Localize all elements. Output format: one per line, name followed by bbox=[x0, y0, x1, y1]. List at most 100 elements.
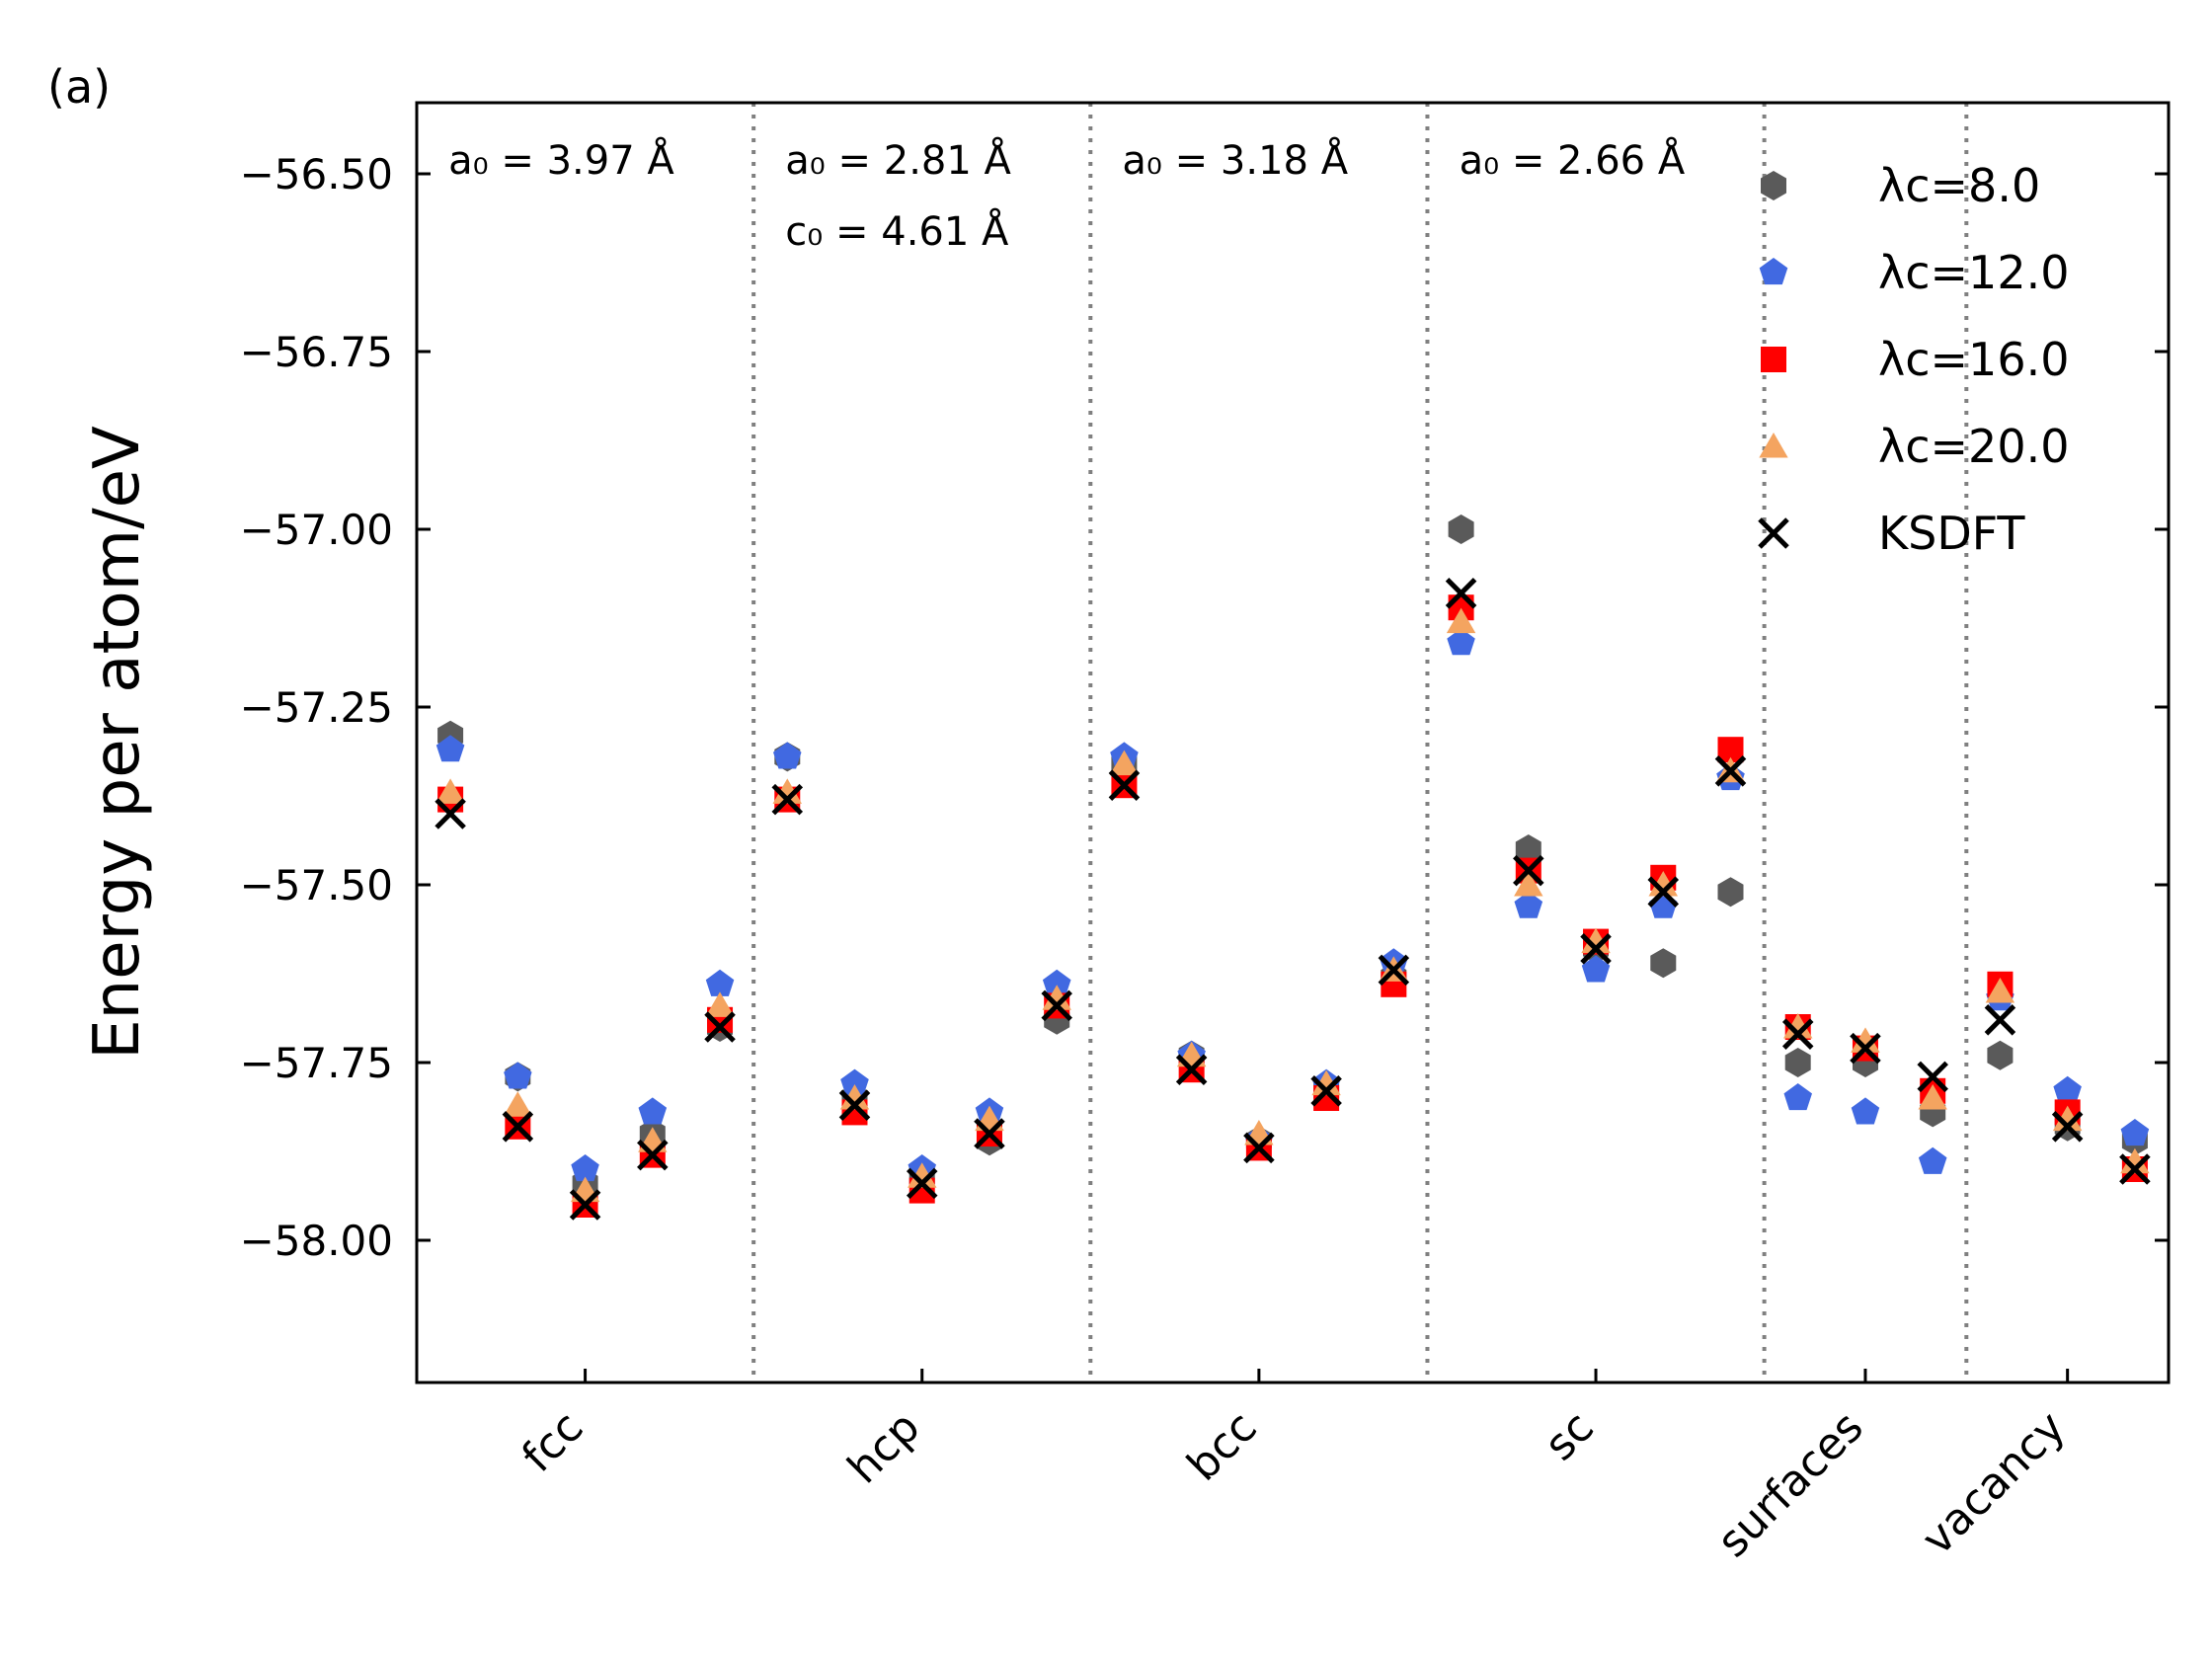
x-marker-stroke bbox=[502, 1111, 534, 1143]
series-2-point bbox=[1851, 1097, 1880, 1125]
series-2-point bbox=[2053, 1075, 2082, 1103]
x-marker-stroke bbox=[2051, 1111, 2084, 1143]
series-4-point bbox=[1985, 978, 2015, 1003]
series-4-point bbox=[503, 1091, 533, 1117]
series-2-point bbox=[1042, 969, 1071, 996]
series-2-point bbox=[1918, 1146, 1947, 1174]
y-axis-label: Energy per atom/eV bbox=[81, 426, 154, 1060]
series-2-point bbox=[571, 1154, 599, 1182]
series-4-point bbox=[1851, 1027, 1880, 1053]
legend: λc=8.0 λc=12.0 λc=16.0 λc=20.0 KSDFT bbox=[1758, 159, 2069, 560]
x-marker-stroke bbox=[1310, 1075, 1342, 1107]
series-2-point bbox=[435, 735, 465, 762]
series-5-point bbox=[1647, 876, 1680, 908]
x-category-label: hcp bbox=[838, 1402, 930, 1494]
series-2-point bbox=[638, 1097, 668, 1125]
x-marker-stroke bbox=[1175, 1054, 1208, 1085]
series-4-point bbox=[1918, 1084, 1947, 1110]
series-5-point bbox=[771, 783, 804, 816]
series-4-point bbox=[1311, 1069, 1341, 1096]
x-marker-stroke bbox=[637, 1139, 669, 1171]
x-category-label: fcc bbox=[513, 1402, 592, 1482]
y-tick-label: −57.75 bbox=[240, 1039, 393, 1087]
series-2-point bbox=[1447, 628, 1475, 656]
x-marker-stroke bbox=[569, 1189, 601, 1221]
series-5-point bbox=[2119, 1153, 2151, 1185]
series-2-point bbox=[504, 1062, 532, 1089]
y-tick-label: −56.50 bbox=[240, 150, 393, 198]
axis-ticks: −56.50 −56.75 −57.00 −57.25 −57.50 −57.75 −58.… bbox=[240, 150, 2169, 1567]
x-marker-stroke bbox=[434, 798, 466, 830]
x-marker-stroke bbox=[1758, 517, 1789, 549]
series-5-point bbox=[1917, 1061, 1948, 1093]
series-5-point bbox=[1378, 954, 1410, 987]
legend-label: KSDFT bbox=[1878, 507, 2025, 560]
series-2-point bbox=[1581, 955, 1611, 983]
series-1-point bbox=[1448, 514, 1474, 544]
series-4-point bbox=[1446, 607, 1476, 634]
series-4-point bbox=[2120, 1147, 2150, 1174]
series-4-point bbox=[1042, 985, 1071, 1010]
x-category-label: sc bbox=[1535, 1402, 1603, 1470]
legend-label: λc=20.0 bbox=[1878, 420, 2069, 473]
y-tick-label: −57.50 bbox=[240, 861, 393, 909]
lattice-annotations: a₀ = 3.97 Å a₀ = 2.81 Å c₀ = 4.61 Å a₀ = 3.… bbox=[448, 136, 1686, 255]
series-5-point bbox=[1310, 1075, 1342, 1107]
legend-label: λc=16.0 bbox=[1878, 333, 2069, 386]
lattice-annotation: a₀ = 2.66 Å bbox=[1460, 136, 1686, 184]
series-5-point bbox=[1850, 1032, 1881, 1065]
legend-marker bbox=[1759, 433, 1788, 458]
series-5-point bbox=[704, 1011, 736, 1043]
x-marker-stroke bbox=[1580, 933, 1612, 965]
lattice-annotation: c₀ = 4.61 Å bbox=[785, 207, 1009, 255]
series-5-point bbox=[1243, 1132, 1275, 1164]
series-5-point bbox=[1175, 1054, 1208, 1085]
x-marker-stroke bbox=[974, 1118, 1005, 1149]
x-marker-stroke bbox=[838, 1089, 871, 1121]
series-5-point bbox=[1781, 1018, 1814, 1050]
x-marker-stroke bbox=[771, 783, 804, 816]
series-1-point bbox=[1717, 877, 1744, 908]
plot-frame bbox=[415, 101, 2171, 1384]
series-4-point bbox=[772, 778, 802, 804]
series-1-point bbox=[1784, 1048, 1811, 1077]
y-tick-label: −56.75 bbox=[240, 328, 393, 376]
x-marker-stroke bbox=[704, 1011, 736, 1043]
x-category-label: bcc bbox=[1178, 1402, 1267, 1491]
x-marker-stroke bbox=[906, 1167, 938, 1200]
series-5-point bbox=[434, 798, 466, 830]
series-2-point bbox=[705, 969, 735, 996]
x-marker-stroke bbox=[1917, 1061, 1948, 1093]
legend-marker bbox=[1758, 517, 1789, 549]
series-5-point bbox=[906, 1167, 938, 1200]
series-4-point bbox=[1783, 1013, 1813, 1039]
y-tick-label: −57.25 bbox=[240, 683, 393, 732]
x-marker-stroke bbox=[1378, 954, 1410, 987]
legend-label: λc=8.0 bbox=[1878, 159, 2040, 212]
series-5-point bbox=[1041, 989, 1072, 1022]
series-5-point bbox=[1714, 755, 1747, 787]
series-5-point bbox=[838, 1089, 871, 1121]
legend-label: λc=12.0 bbox=[1878, 246, 2069, 299]
x-marker-stroke bbox=[1108, 769, 1141, 801]
lattice-annotation: a₀ = 3.18 Å bbox=[1122, 136, 1348, 184]
series-2-point bbox=[840, 1068, 869, 1096]
data-markers bbox=[434, 514, 2151, 1221]
y-tick-label: −57.00 bbox=[240, 506, 393, 554]
x-marker-stroke bbox=[1243, 1132, 1275, 1164]
series-5-point bbox=[974, 1118, 1005, 1149]
series-5-point bbox=[1108, 769, 1141, 801]
x-marker-stroke bbox=[1513, 854, 1544, 887]
series-5-point bbox=[569, 1189, 601, 1221]
series-2-point bbox=[1514, 891, 1543, 918]
panel-label: (a) bbox=[47, 60, 111, 114]
x-marker-stroke bbox=[1647, 876, 1680, 908]
x-marker-stroke bbox=[1850, 1032, 1881, 1065]
separator-lines bbox=[751, 103, 1969, 1382]
series-2-point bbox=[773, 742, 802, 769]
series-5-point bbox=[1445, 578, 1477, 609]
series-5-point bbox=[637, 1139, 669, 1171]
series-5-point bbox=[502, 1111, 534, 1143]
lattice-annotation: a₀ = 3.97 Å bbox=[448, 136, 674, 184]
series-1-point bbox=[1515, 834, 1541, 864]
